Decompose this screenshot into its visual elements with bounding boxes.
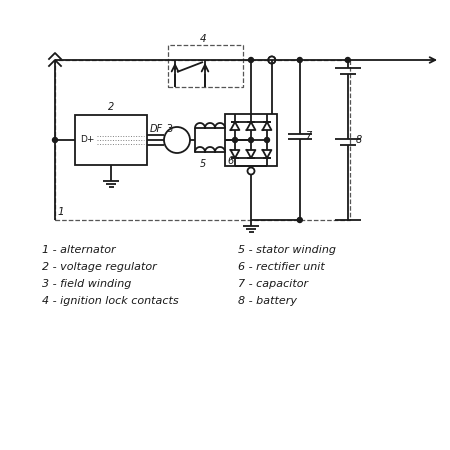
Circle shape bbox=[297, 58, 302, 63]
Circle shape bbox=[268, 57, 275, 63]
Circle shape bbox=[53, 138, 58, 143]
Text: 5 - stator winding: 5 - stator winding bbox=[238, 245, 336, 255]
Circle shape bbox=[265, 138, 270, 143]
Circle shape bbox=[297, 217, 302, 222]
Bar bbox=[75, 115, 147, 165]
Text: 1 - alternator: 1 - alternator bbox=[42, 245, 116, 255]
Circle shape bbox=[268, 57, 275, 63]
Bar bbox=[225, 114, 277, 166]
Text: 3 - field winding: 3 - field winding bbox=[42, 279, 131, 289]
Text: 5: 5 bbox=[200, 159, 206, 169]
Text: 4 - ignition lock contacts: 4 - ignition lock contacts bbox=[42, 296, 179, 306]
Circle shape bbox=[269, 58, 274, 63]
Text: 6: 6 bbox=[227, 156, 234, 166]
Circle shape bbox=[248, 58, 253, 63]
Circle shape bbox=[345, 58, 350, 63]
Text: 7: 7 bbox=[305, 131, 311, 141]
Bar bbox=[168, 45, 243, 87]
Text: 8 - battery: 8 - battery bbox=[238, 296, 297, 306]
Text: 3: 3 bbox=[166, 124, 172, 134]
Circle shape bbox=[248, 138, 253, 143]
Text: 2 - voltage regulator: 2 - voltage regulator bbox=[42, 262, 157, 272]
Text: 4: 4 bbox=[200, 34, 206, 44]
Circle shape bbox=[233, 138, 238, 143]
Text: 7 - capacitor: 7 - capacitor bbox=[238, 279, 308, 289]
Bar bbox=[55, 60, 350, 220]
Circle shape bbox=[164, 127, 190, 153]
Text: 8: 8 bbox=[356, 135, 362, 145]
Text: D+: D+ bbox=[80, 135, 94, 144]
Text: 1: 1 bbox=[58, 207, 65, 217]
Text: 6 - rectifier unit: 6 - rectifier unit bbox=[238, 262, 325, 272]
Circle shape bbox=[269, 58, 274, 63]
Circle shape bbox=[248, 167, 255, 175]
Text: 2: 2 bbox=[108, 102, 114, 112]
Text: DF: DF bbox=[150, 124, 163, 134]
